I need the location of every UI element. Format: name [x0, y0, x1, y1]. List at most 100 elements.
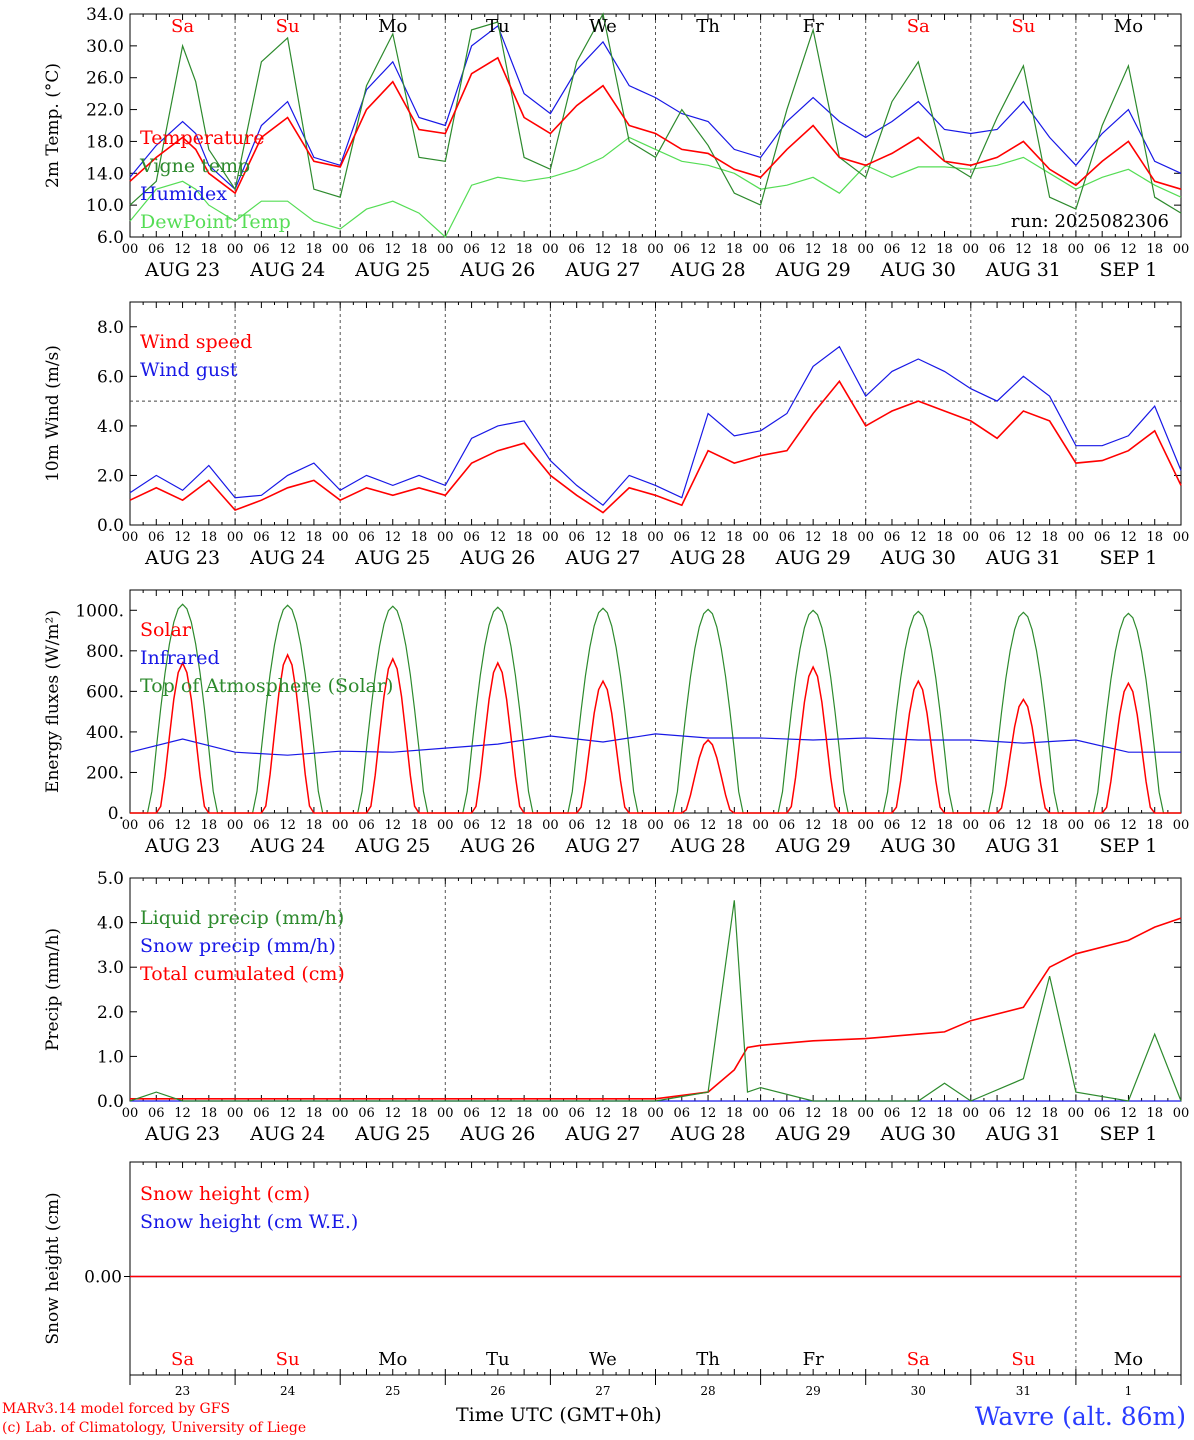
- y-tick-label: 0.00: [84, 1268, 122, 1288]
- hour-label: 00: [122, 242, 139, 257]
- hour-label: 06: [1094, 242, 1111, 257]
- series-temperature: [129, 56, 1182, 195]
- hour-label: 06: [358, 530, 375, 545]
- hour-label: 18: [201, 242, 218, 257]
- legend-entry: Temperature: [140, 127, 264, 149]
- hour-label: 06: [989, 530, 1006, 545]
- hour-label: 12: [700, 1106, 717, 1121]
- legend-entry: Snow precip (mm/h): [140, 935, 336, 957]
- hour-label: 06: [779, 818, 796, 833]
- series-vigne-temp: [129, 12, 1182, 214]
- hour-label: 18: [306, 242, 323, 257]
- panel-5: [124, 1161, 1182, 1385]
- hour-label: 06: [253, 1106, 270, 1121]
- hour-label: 00: [963, 530, 980, 545]
- hour-label: 00: [122, 818, 139, 833]
- y-tick-label: 1.0: [97, 1047, 124, 1067]
- y-tick-label: 2.0: [97, 1003, 124, 1023]
- y-tick-label: 600.: [86, 682, 124, 702]
- day-number: 30: [911, 1384, 926, 1395]
- hour-label: 06: [463, 818, 480, 833]
- hour-label: 06: [989, 1106, 1006, 1121]
- hour-label: 00: [1068, 242, 1085, 257]
- date-label: AUG 26: [459, 259, 535, 281]
- hour-label: 00: [857, 530, 874, 545]
- legend-entry: Liquid precip (mm/h): [140, 907, 344, 929]
- panel-1: [129, 12, 1182, 238]
- time-axis-label: Time UTC (GMT+0h): [456, 1404, 662, 1426]
- legend-entry: Total cumulated (cm): [140, 963, 345, 985]
- hour-label: 00: [1068, 530, 1085, 545]
- series-top-of-atmosphere: [130, 603, 1181, 814]
- hour-label: 00: [857, 242, 874, 257]
- credit-line-2: (c) Lab. of Climatology, University of L…: [2, 1420, 307, 1436]
- hour-label: 06: [1094, 818, 1111, 833]
- series-infrared: [129, 733, 1181, 756]
- y-tick-label: 10.0: [86, 196, 124, 216]
- hour-label: 18: [726, 242, 743, 257]
- hour-label: 00: [647, 530, 664, 545]
- hour-label: 12: [1015, 818, 1032, 833]
- date-label: AUG 28: [669, 259, 745, 281]
- hour-label: 06: [148, 818, 165, 833]
- hour-label: 18: [201, 530, 218, 545]
- weekday-label: Sa: [907, 16, 930, 37]
- hour-label: 18: [411, 818, 428, 833]
- hour-label: 06: [358, 242, 375, 257]
- legend-entry: Snow height (cm W.E.): [140, 1211, 358, 1233]
- hour-label: 00: [332, 818, 349, 833]
- hour-label: 00: [752, 818, 769, 833]
- hour-label: 06: [1094, 1106, 1111, 1121]
- hour-label: 18: [411, 242, 428, 257]
- date-label: SEP 1: [1100, 1123, 1158, 1145]
- y-tick-label: 18.0: [86, 132, 124, 152]
- y-tick-label: 14.0: [86, 164, 124, 184]
- weekday-label: Sa: [171, 1349, 194, 1370]
- hour-label: 12: [490, 1106, 507, 1121]
- hour-label: 18: [411, 1106, 428, 1121]
- y-tick-label: 6.0: [97, 228, 124, 248]
- legend-entry: Infrared: [140, 647, 220, 669]
- hour-label: 12: [910, 1106, 927, 1121]
- hour-label: 12: [490, 242, 507, 257]
- hour-label: 12: [384, 1106, 401, 1121]
- hour-label: 06: [358, 1106, 375, 1121]
- date-label: AUG 30: [880, 547, 956, 569]
- series-dewpoint-temp: [129, 136, 1182, 238]
- hour-label: 18: [936, 242, 953, 257]
- station-name: Wavre (alt. 86m): [974, 1402, 1186, 1431]
- hour-label: 00: [1068, 1106, 1085, 1121]
- hour-label: 12: [595, 1106, 612, 1121]
- hour-label: 06: [989, 818, 1006, 833]
- y-tick-label: 30.0: [86, 37, 124, 57]
- hour-label: 00: [752, 242, 769, 257]
- date-label: AUG 24: [249, 547, 325, 569]
- hour-label: 12: [384, 242, 401, 257]
- y-tick-label: 2.0: [97, 466, 124, 486]
- hour-label: 00: [857, 1106, 874, 1121]
- hour-label: 18: [306, 818, 323, 833]
- hour-label: 18: [936, 1106, 953, 1121]
- hour-label: 18: [306, 530, 323, 545]
- hour-label: 00: [542, 818, 559, 833]
- date-label: AUG 27: [564, 835, 640, 857]
- weekday-label: Mo: [378, 1349, 407, 1370]
- y-axis-label: Precip (mm/h): [43, 928, 63, 1051]
- hour-label: 06: [568, 818, 585, 833]
- hour-label: 12: [700, 530, 717, 545]
- date-label: AUG 31: [985, 1123, 1061, 1145]
- hour-label: 18: [516, 1106, 533, 1121]
- date-label: AUG 30: [880, 259, 956, 281]
- date-label: AUG 24: [249, 259, 325, 281]
- hour-label: 00: [332, 1106, 349, 1121]
- hour-label: 06: [674, 242, 691, 257]
- meteogram: 2m Temp. (°C)6.010.014.018.022.026.030.0…: [43, 5, 1189, 1395]
- weekday-label: Mo: [1114, 1349, 1143, 1370]
- hour-label: 18: [726, 1106, 743, 1121]
- hour-label: 00: [437, 818, 454, 833]
- weekday-label: Fr: [803, 1349, 824, 1370]
- hour-label: 06: [358, 818, 375, 833]
- day-number: 23: [175, 1384, 190, 1395]
- date-label: AUG 25: [354, 1123, 430, 1145]
- hour-label: 12: [805, 818, 822, 833]
